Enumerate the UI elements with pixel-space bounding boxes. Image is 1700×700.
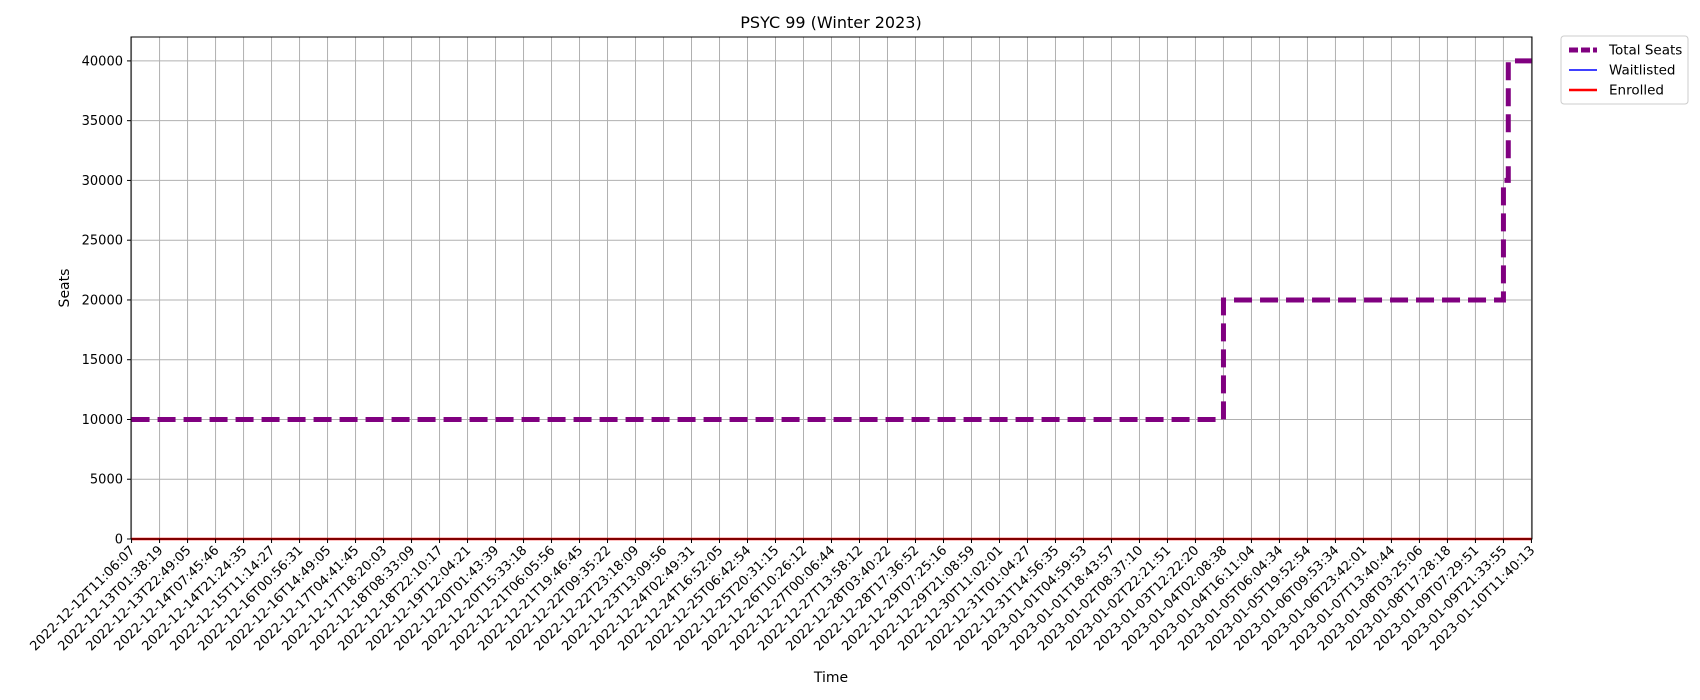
legend-frame <box>1560 35 1689 105</box>
legend: Total Seats Waitlisted Enrolled <box>1560 35 1689 105</box>
y-tick-label: 35000 <box>82 114 123 129</box>
legend-label: Total Seats <box>1608 43 1682 59</box>
x-axis: 2022-12-12T11:06:072022-12-13T01:38:1920… <box>27 539 1538 654</box>
y-tick-label: 15000 <box>82 353 123 368</box>
y-axis-label: Seats <box>57 269 73 308</box>
series-line-total-seats <box>131 58 1532 422</box>
y-axis: 0 5000 10000 15000 20000 25000 30000 35000 40000 <box>82 54 131 548</box>
legend-label: Waitlisted <box>1609 63 1676 79</box>
y-tick-label: 10000 <box>82 413 123 428</box>
y-tick-label: 0 <box>115 533 123 548</box>
y-tick-label: 5000 <box>90 473 123 488</box>
grid <box>131 37 1532 540</box>
y-tick-label: 30000 <box>82 174 123 189</box>
chart-title: PSYC 99 (Winter 2023) <box>740 13 921 32</box>
y-tick-label: 40000 <box>82 54 123 69</box>
x-axis-label: Time <box>813 670 848 686</box>
y-tick-label: 25000 <box>82 234 123 249</box>
y-tick-label: 20000 <box>82 293 123 308</box>
legend-label: Enrolled <box>1609 83 1664 99</box>
